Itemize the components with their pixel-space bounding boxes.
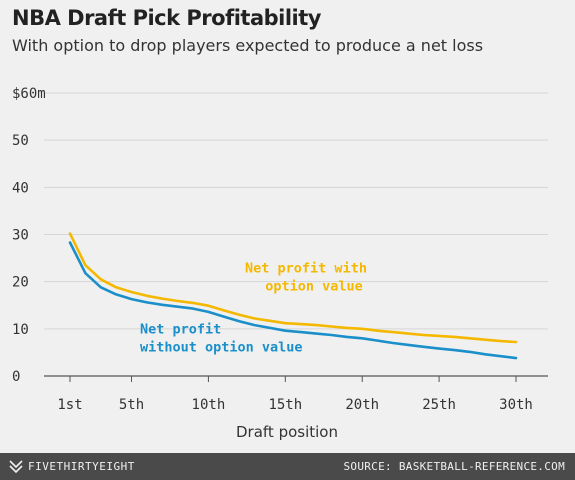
annotation-with-option: Net profit with: [245, 261, 367, 277]
annotation-without-option: Net profit: [140, 322, 221, 338]
y-tick-label: 0: [12, 369, 20, 385]
y-tick-label: 50: [12, 133, 29, 149]
y-tick-label: 40: [12, 180, 29, 196]
y-tick-label: 30: [12, 228, 29, 244]
x-tick-label: 15th: [268, 397, 302, 413]
y-tick-label: 20: [12, 275, 29, 291]
chart-subtitle: With option to drop players expected to …: [12, 36, 484, 55]
footer-bar: FIVETHIRTYEIGHT SOURCE: BASKETBALL-REFER…: [0, 453, 575, 480]
x-tick-label: 25th: [422, 397, 456, 413]
series-line-without-option: [68, 241, 518, 360]
x-tick-label: 20th: [345, 397, 379, 413]
y-tick-label: 10: [12, 322, 29, 338]
line-chart: 0 10 20 30 40 50 $60m 1st 5th 10th 15th 20th 25th 30t…: [12, 86, 548, 441]
fivethirtyeight-logo-icon: [9, 460, 23, 476]
footer-brand: FIVETHIRTYEIGHT: [28, 460, 135, 473]
annotation-with-option: option value: [265, 279, 363, 295]
chart-title: NBA Draft Pick Profitability: [12, 6, 321, 30]
x-tick-label: 30th: [499, 397, 533, 413]
x-axis-label: Draft position: [236, 423, 338, 441]
series-line-with-option: [68, 232, 518, 344]
annotation-without-option: without option value: [140, 340, 303, 356]
x-tick-label: 1st: [57, 397, 82, 413]
x-tick-label: 5th: [119, 397, 144, 413]
y-tick-label: $60m: [12, 86, 46, 102]
footer-source: SOURCE: BASKETBALL-REFERENCE.COM: [343, 460, 565, 473]
x-tick-label: 10th: [192, 397, 226, 413]
